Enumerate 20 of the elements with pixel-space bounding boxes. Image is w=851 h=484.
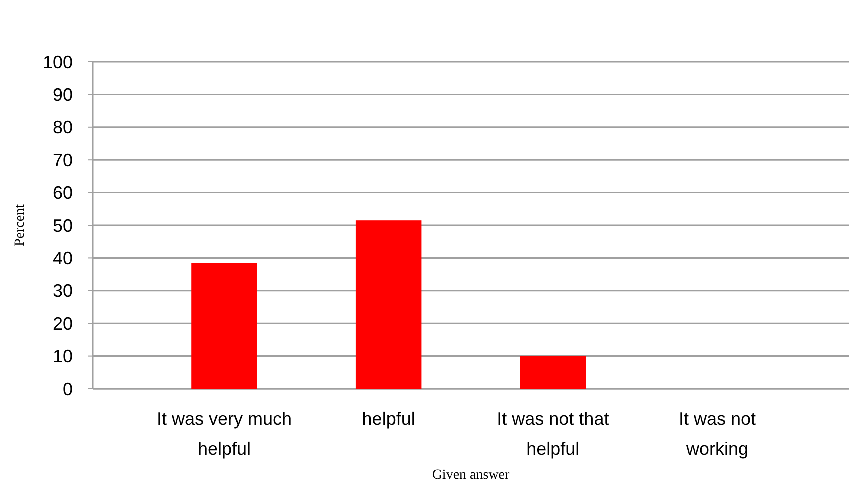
bar <box>192 263 258 389</box>
y-tick-label: 40 <box>52 248 73 268</box>
y-tick-label: 100 <box>42 52 73 72</box>
x-tick-label: It was very much helpful <box>156 409 292 459</box>
x-tick-label: It was not that helpful <box>497 409 610 459</box>
y-tick-label: 60 <box>52 183 73 204</box>
y-tick-label: 20 <box>52 314 73 334</box>
bar <box>356 220 422 389</box>
x-axis-title: Given answer <box>432 468 510 483</box>
y-tick-label: 90 <box>52 85 73 105</box>
x-tick-label: helpful <box>362 409 416 429</box>
y-tick-label: 50 <box>52 216 73 236</box>
bar <box>520 356 586 389</box>
y-tick-label: 70 <box>52 150 73 170</box>
y-tick-label: 0 <box>62 379 73 400</box>
y-tick-label: 10 <box>52 346 73 367</box>
y-axis-title: Percent <box>13 204 28 246</box>
x-tick-label: It was not working <box>679 409 756 459</box>
y-tick-label: 80 <box>52 118 73 138</box>
y-tick-label: 30 <box>52 281 73 302</box>
